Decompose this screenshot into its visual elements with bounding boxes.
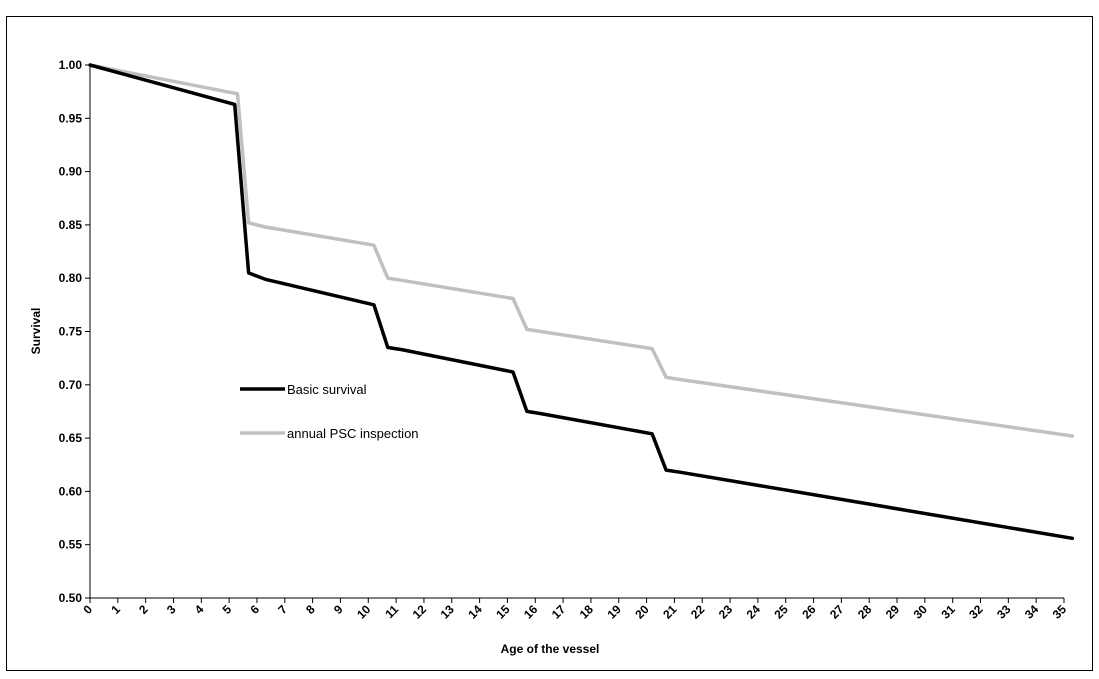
x-tick-label: 31 bbox=[938, 602, 958, 622]
series-line bbox=[88, 63, 1075, 438]
y-tick-label: 0.75 bbox=[59, 325, 83, 339]
x-tick-label: 7 bbox=[275, 602, 290, 617]
x-tick-label: 22 bbox=[688, 602, 708, 622]
x-tick-label: 25 bbox=[771, 602, 791, 622]
y-tick-label: 0.85 bbox=[59, 218, 83, 232]
x-tick-label: 10 bbox=[354, 602, 374, 622]
axes bbox=[89, 65, 1064, 599]
y-tick-label: 1.00 bbox=[59, 58, 83, 72]
legend-label: Basic survival bbox=[287, 382, 367, 397]
x-tick-label: 29 bbox=[883, 602, 903, 622]
x-tick-label: 9 bbox=[331, 602, 346, 617]
x-tick-label: 3 bbox=[164, 602, 179, 617]
x-tick-labels: 0 1 2 3 4 5 6 7 8 9 10 11 12 13 14 15 16 17 18 19 20 21 22 23 24… bbox=[80, 598, 1069, 622]
x-tick-label: 21 bbox=[660, 602, 680, 622]
x-tick-label: 14 bbox=[465, 602, 485, 622]
x-tick-label: 12 bbox=[410, 602, 430, 622]
x-tick-label: 19 bbox=[605, 602, 625, 622]
x-tick-label: 4 bbox=[192, 602, 207, 617]
x-tick-label: 8 bbox=[303, 602, 318, 617]
x-tick-label: 30 bbox=[911, 602, 931, 622]
x-tick-label: 1 bbox=[108, 602, 123, 617]
y-tick-label: 0.80 bbox=[59, 271, 83, 285]
x-tick-label: 2 bbox=[136, 602, 151, 617]
y-tick-label: 0.70 bbox=[59, 378, 83, 392]
y-tick-label: 0.50 bbox=[59, 591, 83, 605]
x-tick-label: 15 bbox=[493, 602, 513, 622]
x-tick-label: 0 bbox=[80, 602, 95, 617]
x-tick-label: 13 bbox=[438, 602, 458, 622]
legend-label: annual PSC inspection bbox=[287, 426, 419, 441]
x-tick-label: 26 bbox=[799, 602, 819, 622]
x-tick-label: 20 bbox=[632, 602, 652, 622]
y-tick-labels: 0.50 0.55 0.60 0.65 0.70 0.75 0.80 0.85 0.90 0.95… bbox=[59, 58, 90, 605]
x-tick-label: 11 bbox=[382, 602, 401, 621]
y-tick-label: 0.95 bbox=[59, 111, 83, 125]
x-tick-label: 27 bbox=[827, 602, 847, 622]
y-tick-label: 0.65 bbox=[59, 431, 83, 445]
y-tick-label: 0.55 bbox=[59, 538, 83, 552]
y-tick-label: 0.90 bbox=[59, 165, 83, 179]
x-tick-label: 24 bbox=[744, 602, 764, 622]
x-tick-label: 18 bbox=[577, 602, 597, 622]
x-axis-title: Age of the vessel bbox=[501, 642, 600, 656]
x-tick-label: 34 bbox=[1022, 602, 1042, 622]
x-tick-label: 35 bbox=[1050, 602, 1070, 622]
x-tick-label: 23 bbox=[716, 602, 736, 622]
chart-frame bbox=[6, 16, 1093, 671]
legend: Basic survival annual PSC inspection bbox=[240, 382, 419, 441]
x-tick-label: 28 bbox=[855, 602, 875, 622]
x-tick-label: 5 bbox=[220, 602, 235, 617]
x-tick-label: 6 bbox=[247, 602, 262, 617]
series-lines bbox=[88, 63, 1075, 541]
x-tick-label: 32 bbox=[966, 602, 986, 622]
x-tick-label: 16 bbox=[521, 602, 541, 622]
series-line bbox=[88, 63, 1075, 541]
y-axis-title: Survival bbox=[29, 308, 43, 355]
x-tick-label: 33 bbox=[994, 602, 1014, 622]
y-tick-label: 0.60 bbox=[59, 484, 83, 498]
x-tick-label: 17 bbox=[549, 602, 569, 622]
